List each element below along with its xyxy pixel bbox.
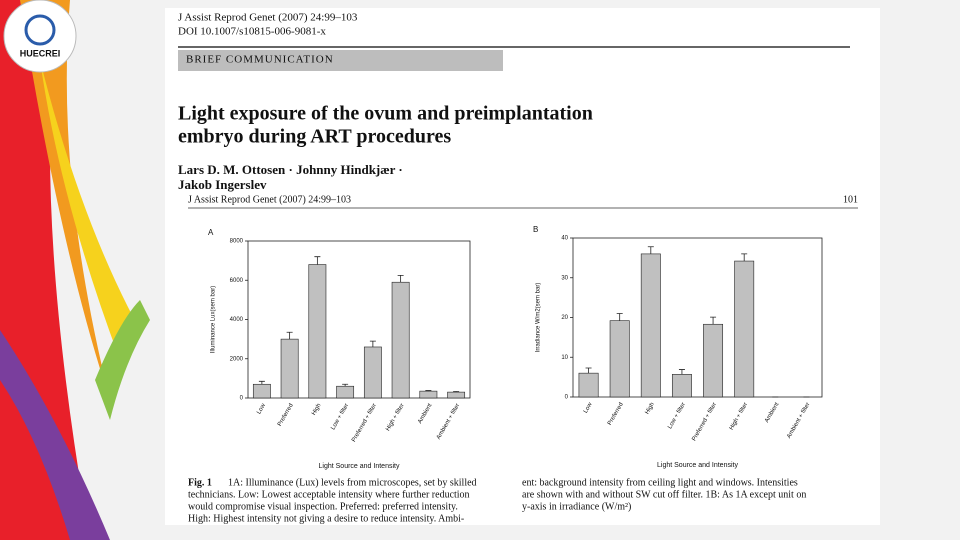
swoosh-green — [95, 300, 150, 420]
y-tick-label: 40 — [561, 236, 568, 242]
section-box — [178, 50, 503, 71]
x-tick-label: High — [645, 402, 656, 416]
error-bar — [314, 256, 321, 265]
caption-line: ent: background intensity from ceiling l… — [522, 477, 798, 488]
bar — [640, 253, 661, 398]
caption-line: are shown with and without SW cut off fi… — [522, 489, 806, 500]
error-bar — [647, 246, 654, 254]
error-bar — [741, 253, 748, 262]
bar — [280, 338, 299, 399]
caption-line: High: Highest intensity not giving a des… — [188, 513, 464, 524]
caption-label: Fig. 1 — [188, 477, 212, 488]
second-page — [165, 193, 880, 525]
bar — [336, 385, 355, 399]
swoosh-purple — [0, 330, 110, 540]
bar — [609, 320, 630, 398]
x-tick-label: High — [311, 403, 322, 417]
caption-line: technicians. Low: Lowest acceptable inte… — [188, 489, 470, 500]
y-axis-label: Illuminance Lux(sem bar) — [211, 286, 217, 353]
section: BRIEF COMMUNICATION — [186, 54, 334, 66]
y-tick-label: 30 — [561, 275, 568, 281]
x-axis-label: Light Source and Intensity — [657, 462, 738, 469]
bar — [391, 281, 410, 399]
y-tick-label: 0 — [565, 395, 569, 401]
doi: DOI 10.1007/s10815-006-9081-x — [178, 26, 326, 38]
error-bar — [258, 380, 265, 385]
y-tick-label: 8000 — [230, 239, 244, 245]
logo-text: HUECREI — [20, 48, 61, 58]
author-line: Jakob Ingerslev — [178, 177, 267, 192]
bar — [363, 346, 382, 399]
bar — [734, 260, 755, 398]
page-number: 101 — [843, 194, 858, 205]
error-bar — [710, 316, 717, 325]
panel-label: A — [208, 228, 214, 237]
swoosh-yellow — [40, 60, 140, 360]
logo-circle — [3, 0, 77, 73]
error-bar — [453, 391, 460, 393]
bar — [447, 391, 466, 399]
error-bar — [369, 340, 376, 347]
bar — [252, 383, 271, 399]
y-tick-label: 20 — [561, 315, 568, 321]
running-header: J Assist Reprod Genet (2007) 24:99–103 — [188, 194, 351, 205]
author-line: Lars D. M. Ottosen · Johnny Hindkjær · — [178, 162, 403, 177]
journal: J Assist Reprod Genet (2007) 24:99–103 — [178, 12, 358, 24]
error-bar — [397, 274, 404, 283]
title-line: Light exposure of the ovum and preimplan… — [178, 103, 593, 125]
caption-line: 1A: Illuminance (Lux) levels from micros… — [228, 477, 477, 488]
y-tick-label: 0 — [240, 396, 244, 402]
error-bar — [286, 331, 293, 340]
caption-line: y-axis in irradiance (W/m²) — [522, 501, 631, 512]
y-axis-label: Irradiance W/m2(sem bar) — [536, 283, 542, 353]
panel-label: B — [533, 225, 538, 234]
error-bar — [616, 313, 623, 321]
error-bar — [425, 390, 432, 392]
x-axis-label: Light Source and Intensity — [319, 463, 400, 470]
caption-line: would compromise visual inspection. Pref… — [188, 501, 458, 512]
y-tick-label: 10 — [561, 355, 568, 361]
error-bar — [585, 367, 592, 374]
swoosh-orange — [20, 0, 110, 400]
x-tick-label: Low — [256, 402, 267, 415]
x-tick-label: Low — [583, 401, 594, 414]
bar — [671, 374, 692, 398]
error-bar — [342, 383, 349, 387]
y-tick-label: 2000 — [230, 356, 244, 362]
y-tick-label: 6000 — [230, 278, 244, 284]
bar — [703, 323, 724, 398]
bar — [419, 390, 438, 399]
title-line: embryo during ART procedures — [178, 126, 451, 148]
logo-mark — [24, 14, 56, 46]
y-tick-label: 4000 — [230, 317, 244, 323]
bar — [308, 264, 327, 399]
error-bar — [678, 369, 685, 375]
bar — [578, 372, 599, 398]
